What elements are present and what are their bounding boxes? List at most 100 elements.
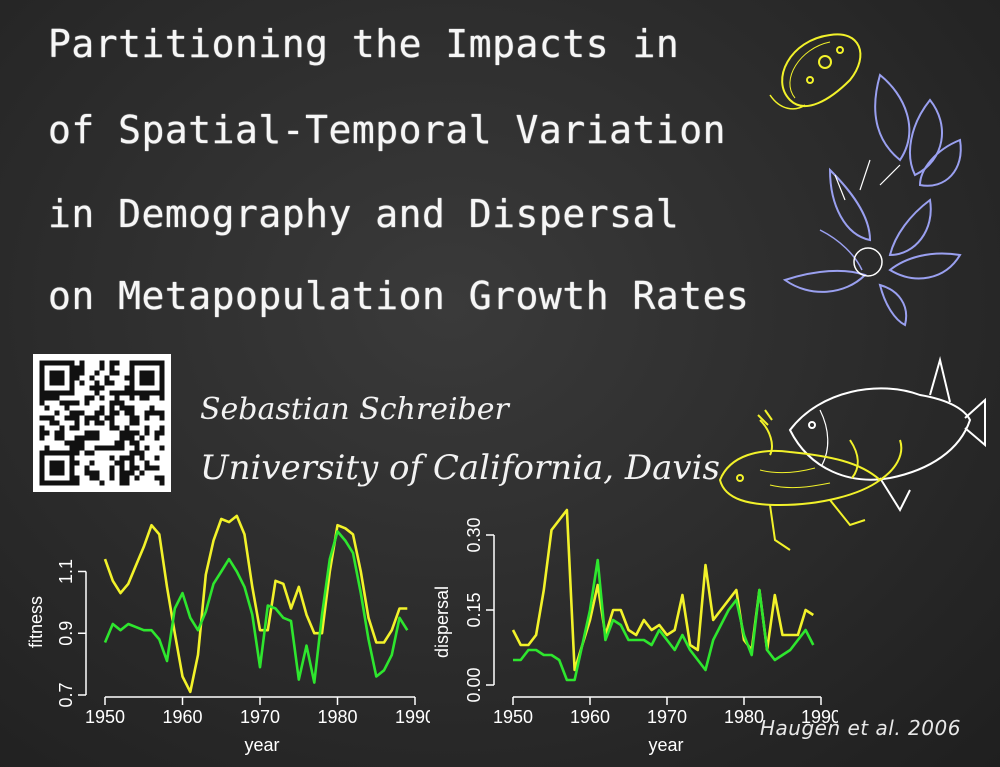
qr-cell: [44, 480, 50, 486]
qr-cell: [94, 435, 100, 441]
x-tick-label: 1980: [317, 707, 357, 727]
qr-cell: [114, 410, 120, 416]
qr-cell: [139, 470, 145, 476]
qr-cell: [144, 375, 150, 381]
qr-cell: [119, 470, 125, 476]
qr-cell: [134, 440, 140, 446]
qr-cell: [129, 435, 135, 441]
paramecium-drawing: [769, 33, 862, 110]
qr-cell: [129, 460, 135, 466]
series-line-0: [511, 508, 815, 672]
qr-cell: [44, 430, 50, 436]
qr-cell: [84, 395, 90, 401]
qr-cell: [59, 380, 65, 386]
title-line-3: in Demography and Dispersal: [48, 192, 680, 236]
title-line-1: Partitioning the Impacts in: [48, 22, 680, 66]
qr-cell: [39, 455, 45, 461]
series-line-1: [513, 558, 815, 682]
qr-cell: [99, 385, 105, 391]
qr-cell: [54, 465, 60, 471]
qr-cell: [104, 415, 110, 421]
qr-cell: [44, 360, 50, 366]
y-tick-label: 0.15: [464, 592, 484, 627]
qr-cell: [64, 480, 70, 486]
qr-cell: [124, 455, 130, 461]
qr-cell: [124, 375, 130, 381]
qr-cell: [79, 410, 85, 416]
qr-cell: [109, 380, 115, 386]
qr-cell: [154, 455, 160, 461]
qr-cell: [99, 395, 105, 401]
qr-cell: [69, 465, 75, 471]
qr-cell: [99, 420, 105, 426]
qr-cell: [109, 405, 115, 411]
qr-cell: [109, 445, 115, 451]
qr-cell: [139, 390, 145, 396]
qr-cell: [144, 380, 150, 386]
qr-cell: [39, 380, 45, 386]
qr-cell: [49, 395, 55, 401]
qr-cell: [109, 360, 115, 366]
qr-cell: [99, 405, 105, 411]
qr-cell: [49, 460, 55, 466]
qr-cell: [159, 395, 165, 401]
qr-cell: [44, 445, 50, 451]
qr-cell: [69, 400, 75, 406]
qr-cell: [124, 475, 130, 481]
title-line-2: of Spatial-Temporal Variation: [48, 108, 726, 152]
qr-code: [33, 354, 171, 492]
qr-cell: [79, 440, 85, 446]
qr-cell: [59, 375, 65, 381]
qr-cell: [94, 370, 100, 376]
x-tick-label: 1960: [162, 707, 202, 727]
y-tick-label: 0.00: [464, 667, 484, 702]
qr-cell: [54, 435, 60, 441]
qr-cell: [109, 465, 115, 471]
qr-cell: [39, 360, 45, 366]
qr-cell: [49, 375, 55, 381]
qr-cell: [89, 375, 95, 381]
qr-cell: [144, 370, 150, 376]
qr-cell: [54, 410, 60, 416]
qr-cell: [79, 445, 85, 451]
x-tick-label: 1990: [395, 707, 430, 727]
qr-cell: [54, 450, 60, 456]
qr-cell: [89, 395, 95, 401]
qr-cell: [114, 440, 120, 446]
qr-cell: [114, 425, 120, 431]
qr-cell: [84, 400, 90, 406]
qr-cell: [49, 465, 55, 471]
qr-cell: [129, 360, 135, 366]
qr-cell: [69, 470, 75, 476]
qr-cell: [54, 470, 60, 476]
qr-cell: [69, 480, 75, 486]
qr-cell: [109, 470, 115, 476]
qr-cell: [69, 425, 75, 431]
qr-cell: [89, 385, 95, 391]
qr-cell: [124, 410, 130, 416]
qr-cell: [69, 410, 75, 416]
qr-cell: [64, 405, 70, 411]
qr-cell: [144, 445, 150, 451]
qr-cell: [119, 445, 125, 451]
qr-cell: [99, 480, 105, 486]
y-tick-label: 0.9: [56, 621, 76, 646]
qr-cell: [119, 475, 125, 481]
qr-cell: [109, 475, 115, 481]
qr-cell: [109, 370, 115, 376]
qr-cell: [94, 385, 100, 391]
qr-cell: [114, 460, 120, 466]
qr-cell: [74, 370, 80, 376]
qr-cell: [119, 390, 125, 396]
qr-cell: [69, 380, 75, 386]
series-line-1: [103, 530, 409, 684]
qr-cell: [129, 440, 135, 446]
qr-cell: [139, 455, 145, 461]
citation: Haugen et al. 2006: [760, 716, 961, 740]
qr-cell: [129, 395, 135, 401]
qr-cell: [114, 390, 120, 396]
qr-cell: [54, 390, 60, 396]
qr-cell: [39, 465, 45, 471]
qr-cell: [139, 380, 145, 386]
qr-cell: [39, 450, 45, 456]
